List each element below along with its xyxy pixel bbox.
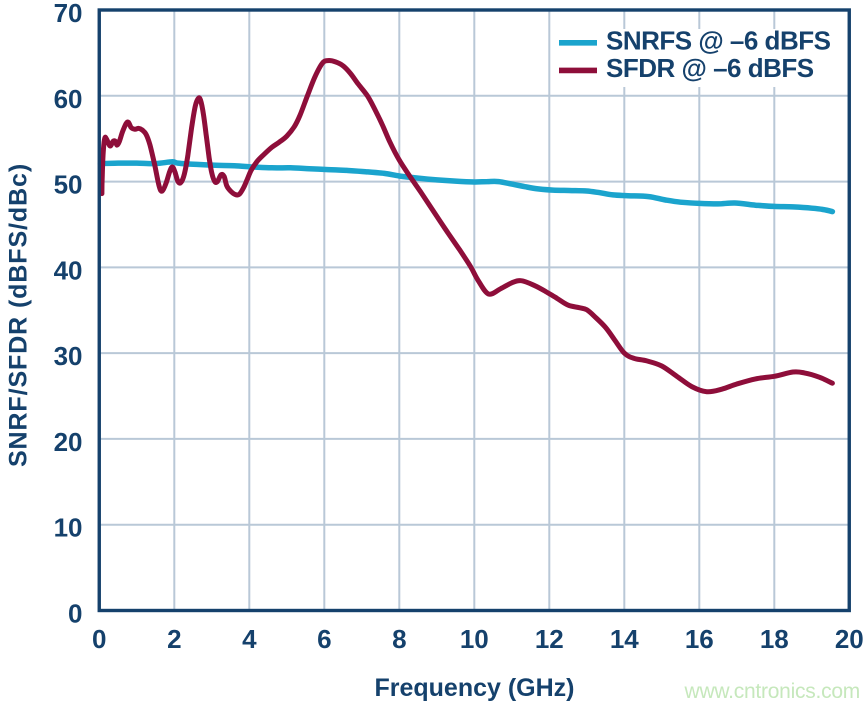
svg-text:18: 18 — [760, 624, 789, 654]
svg-text:2: 2 — [167, 624, 181, 654]
svg-text:6: 6 — [317, 624, 331, 654]
svg-text:10: 10 — [54, 513, 83, 543]
svg-text:SNRF/SFDR (dBFS/dBc): SNRF/SFDR (dBFS/dBc) — [5, 163, 33, 467]
svg-text:14: 14 — [610, 624, 639, 654]
svg-text:40: 40 — [54, 255, 83, 285]
svg-text:30: 30 — [54, 341, 83, 371]
svg-text:12: 12 — [535, 624, 564, 654]
svg-text:10: 10 — [460, 624, 489, 654]
svg-text:0: 0 — [92, 624, 106, 654]
svg-text:70: 70 — [54, 0, 83, 28]
svg-text:SNRFS @ –6 dBFS: SNRFS @ –6 dBFS — [606, 26, 831, 56]
svg-text:0: 0 — [68, 599, 82, 629]
svg-text:16: 16 — [685, 624, 714, 654]
svg-text:20: 20 — [835, 624, 864, 654]
svg-text:Frequency (GHz): Frequency (GHz) — [374, 674, 574, 702]
svg-text:4: 4 — [242, 624, 257, 654]
svg-text:60: 60 — [54, 84, 83, 114]
svg-text:SFDR @ –6 dBFS: SFDR @ –6 dBFS — [606, 53, 814, 83]
svg-text:50: 50 — [54, 170, 83, 200]
svg-text:www.cntronics.com: www.cntronics.com — [684, 680, 860, 703]
svg-text:20: 20 — [54, 427, 83, 457]
svg-text:8: 8 — [392, 624, 406, 654]
